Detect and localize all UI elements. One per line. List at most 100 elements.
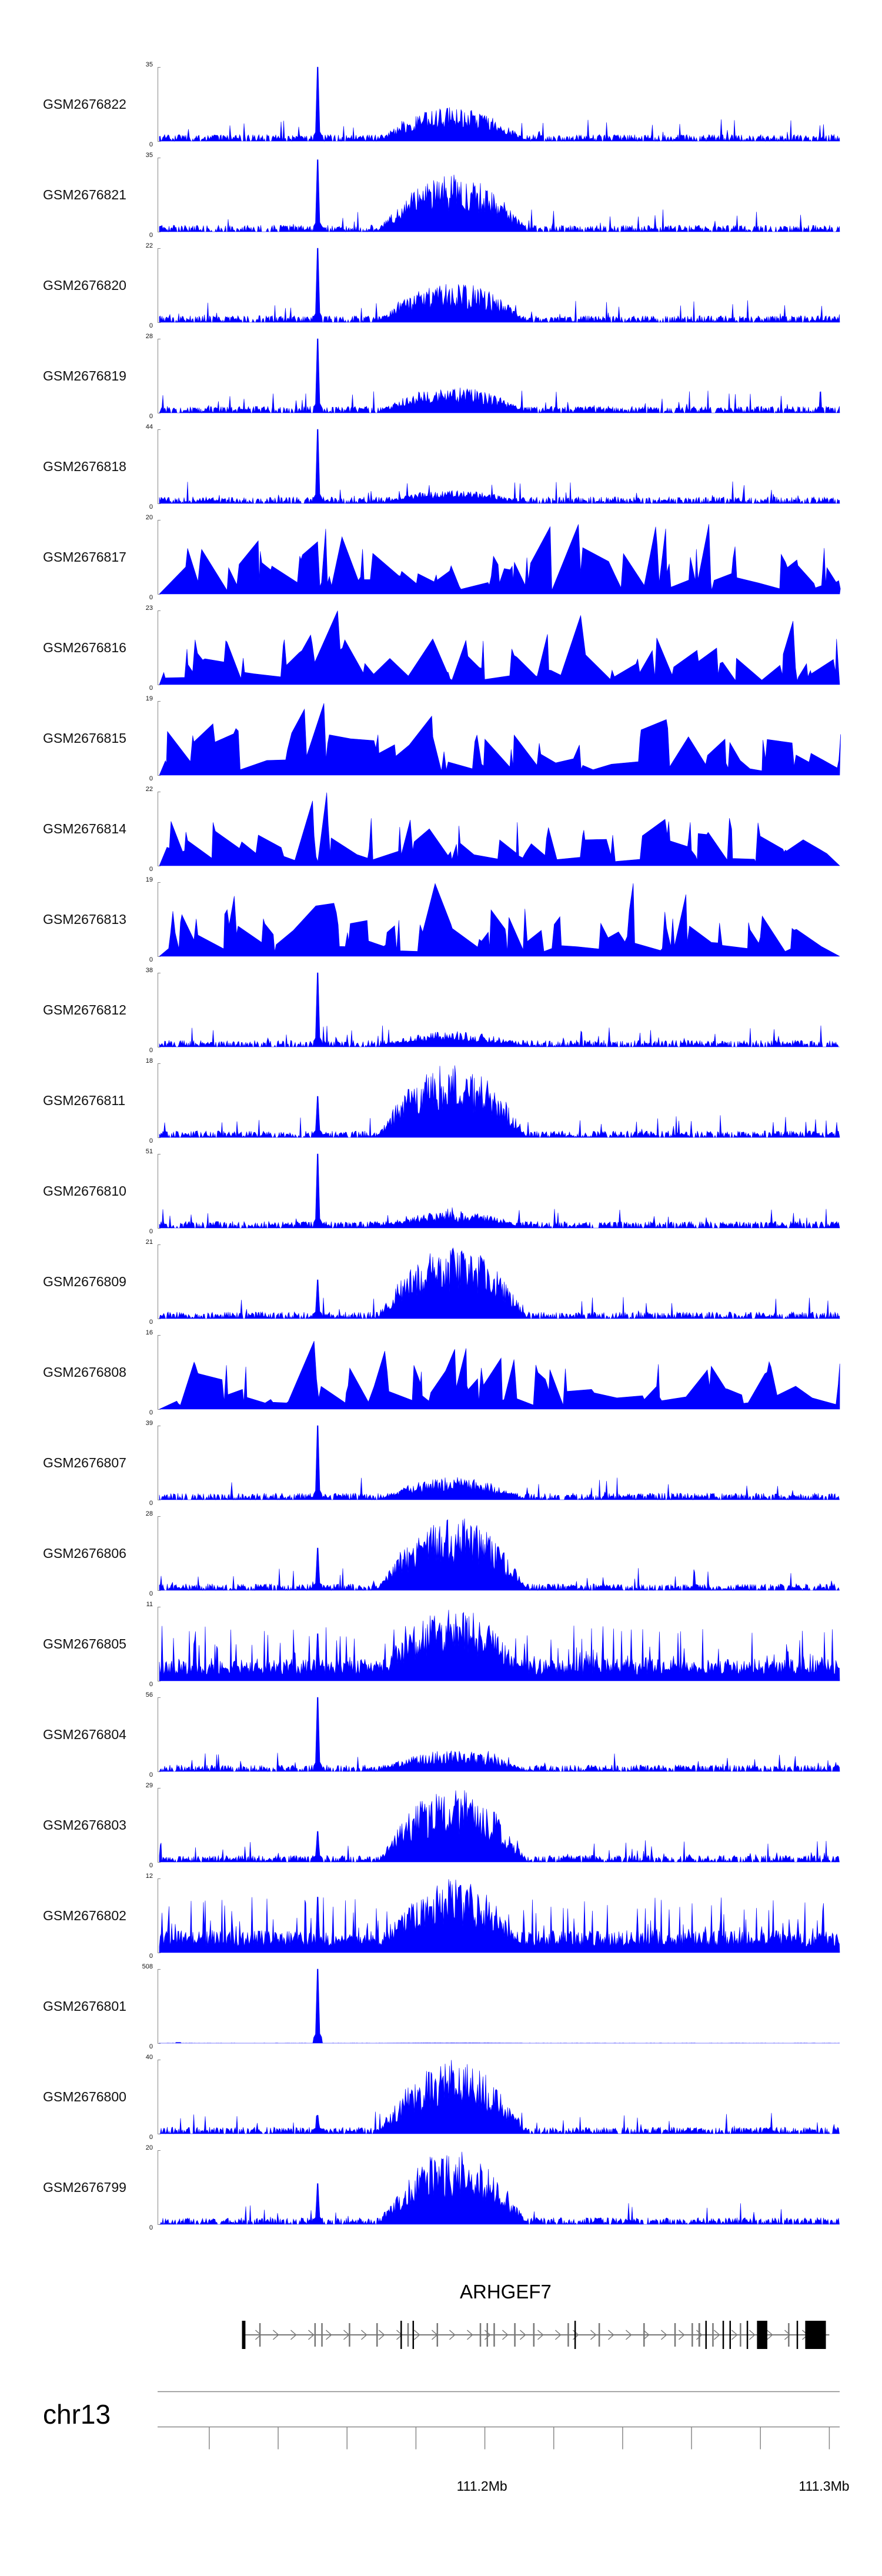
signal-area-GSM2676819 (159, 338, 840, 414)
track-ymin-label: 0 (149, 413, 153, 420)
gene-exon (691, 2323, 693, 2347)
tick-label-111-3mb: 111.3Mb (799, 2478, 850, 2494)
signal-area-GSM2676799 (159, 2151, 840, 2225)
strand-chevron (484, 2330, 491, 2340)
track-ymin-label: 0 (149, 1771, 153, 1778)
track-label: GSM2676800 (43, 2089, 126, 2104)
track-plot (158, 610, 840, 685)
track-plot (158, 792, 840, 866)
strand-chevron (290, 2330, 297, 2340)
gene-model (242, 2321, 830, 2349)
track-ymax-label: 20 (145, 514, 153, 521)
gene-exon (514, 2323, 516, 2347)
gene-exon (376, 2323, 378, 2347)
track-label: GSM2676814 (43, 821, 126, 836)
track-GSM2676822: GSM2676822 35 0 (0, 61, 882, 152)
track-label: GSM2676811 (43, 1093, 126, 1108)
track-ymax-label: 16 (145, 1329, 153, 1336)
strand-chevron (325, 2330, 332, 2340)
signal-area-GSM2676817 (159, 524, 841, 595)
track-ymax-label: 40 (145, 2054, 153, 2061)
track-ymin-label: 0 (149, 2134, 153, 2141)
track-ymax-label: 56 (145, 1691, 153, 1699)
track-label: GSM2676819 (43, 368, 126, 383)
track-ymax-label: 22 (145, 242, 153, 249)
gene-exon (567, 2323, 569, 2347)
track-ymin-label: 0 (149, 1137, 153, 1144)
track-GSM2676813: GSM2676813 19 0 (0, 876, 882, 967)
track-label: GSM2676812 (43, 1002, 126, 1017)
track-ymax-label: 21 (145, 1239, 153, 1246)
gene-annotation-track: ARHGEF7 (0, 2276, 882, 2358)
tick-label-111-2mb: 111.2Mb (456, 2478, 507, 2494)
track-plot (158, 1878, 840, 1953)
strand-chevron (413, 2330, 420, 2340)
track-GSM2676808: GSM2676808 16 0 (0, 1329, 882, 1420)
chromosome-label: chr13 (43, 2399, 111, 2430)
track-label: GSM2676803 (43, 1817, 126, 1833)
track-plot (158, 1968, 840, 2044)
track-ymax-label: 22 (145, 786, 153, 793)
track-label: GSM2676820 (43, 278, 126, 293)
track-ymin-label: 0 (149, 1590, 153, 1597)
track-ymin-label: 0 (149, 1228, 153, 1235)
track-ymin-label: 0 (149, 2043, 153, 2050)
track-plot (158, 1516, 840, 1591)
track-GSM2676817: GSM2676817 20 0 (0, 514, 882, 605)
track-GSM2676811: GSM2676811 18 0 (0, 1057, 882, 1148)
track-GSM2676818: GSM2676818 44 0 (0, 423, 882, 514)
track-plot (158, 972, 840, 1048)
track-label: GSM2676801 (43, 1998, 126, 2014)
track-GSM2676800: GSM2676800 40 0 (0, 2054, 882, 2144)
track-plot (158, 1244, 840, 1320)
track-GSM2676820: GSM2676820 22 0 (0, 242, 882, 333)
track-GSM2676807: GSM2676807 39 0 (0, 1420, 882, 1510)
strand-chevron (713, 2330, 720, 2340)
track-GSM2676799: GSM2676799 20 0 (0, 2144, 882, 2235)
genome-axis (158, 2391, 840, 2450)
track-ymin-label: 0 (149, 232, 153, 239)
gene-exon (598, 2323, 600, 2347)
track-ymin-label: 0 (149, 594, 153, 601)
track-label: GSM2676808 (43, 1364, 126, 1380)
gene-exon (314, 2323, 316, 2347)
signal-area-GSM2676801 (159, 1968, 840, 2044)
gene-exon (321, 2323, 323, 2347)
gene-exon (740, 2323, 741, 2347)
track-label: GSM2676810 (43, 1183, 126, 1199)
track-ymax-label: 11 (146, 1601, 153, 1608)
gene-exon (805, 2321, 826, 2349)
strand-chevron (766, 2330, 773, 2340)
track-ymin-label: 0 (149, 775, 153, 782)
track-GSM2676803: GSM2676803 29 0 (0, 1782, 882, 1873)
strand-chevron (643, 2330, 650, 2340)
track-label: GSM2676818 (43, 459, 126, 474)
strand-chevron (466, 2330, 473, 2340)
strand-chevron (731, 2330, 738, 2340)
gene-exon (349, 2323, 350, 2347)
track-plot (158, 1607, 840, 1681)
track-plot (158, 1335, 840, 1410)
track-ymax-label: 35 (145, 152, 153, 159)
signal-area-GSM2676816 (159, 610, 840, 685)
track-GSM2676804: GSM2676804 56 0 (0, 1691, 882, 1782)
track-ymax-label: 19 (145, 695, 153, 702)
signal-area-GSM2676809 (159, 1247, 840, 1320)
signal-area-GSM2676818 (159, 429, 840, 505)
track-ymin-label: 0 (149, 866, 153, 873)
track-label: GSM2676821 (43, 187, 126, 202)
track-ymax-label: 12 (145, 1873, 153, 1880)
track-ymax-label: 29 (145, 1782, 153, 1789)
track-label: GSM2676802 (43, 1908, 126, 1923)
strand-chevron (749, 2330, 756, 2340)
track-plot (158, 2060, 840, 2135)
track-ymax-label: 18 (145, 1057, 153, 1065)
gene-exon (436, 2323, 439, 2347)
track-plot (158, 158, 840, 233)
signal-area-GSM2676822 (159, 66, 840, 142)
track-ymin-label: 0 (149, 1409, 153, 1416)
gene-exon (242, 2321, 246, 2349)
strand-chevron (272, 2330, 279, 2340)
strand-chevron (502, 2330, 509, 2340)
gene-exon (533, 2323, 535, 2347)
